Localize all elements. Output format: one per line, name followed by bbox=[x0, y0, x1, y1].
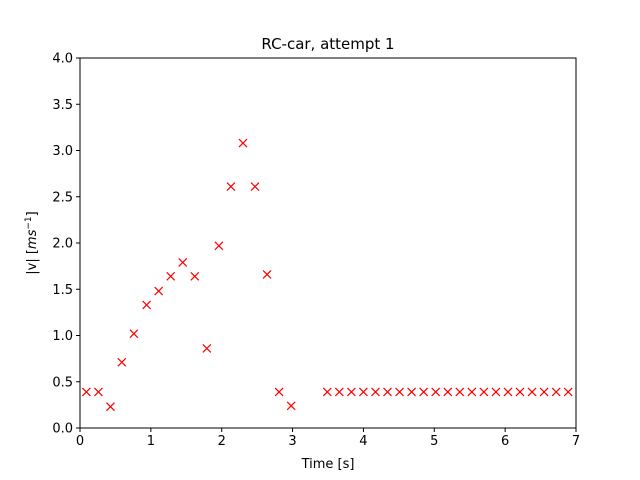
data-point bbox=[117, 357, 127, 367]
data-point bbox=[226, 182, 236, 191]
x-tick-label: 5 bbox=[430, 434, 438, 449]
data-point bbox=[539, 387, 549, 397]
data-point bbox=[431, 387, 441, 397]
data-point bbox=[274, 387, 284, 397]
data-point bbox=[238, 138, 248, 148]
y-tick-label: 0.5 bbox=[52, 375, 73, 390]
y-axis-title: |v| [ms−1] bbox=[24, 211, 40, 274]
plot-frame bbox=[79, 57, 577, 429]
data-point bbox=[154, 286, 164, 296]
x-axis-ticks: 0 1 2 3 4 5 6 7 bbox=[76, 428, 580, 449]
data-point bbox=[371, 387, 380, 397]
data-point bbox=[93, 387, 103, 397]
data-markers bbox=[81, 138, 573, 412]
data-point bbox=[467, 387, 477, 397]
data-point bbox=[142, 300, 152, 310]
data-point bbox=[81, 387, 91, 397]
x-tick-label: 2 bbox=[218, 434, 226, 449]
y-tick-label: 3.0 bbox=[52, 144, 73, 159]
data-point bbox=[443, 387, 453, 397]
data-point bbox=[515, 387, 525, 397]
x-tick-label: 4 bbox=[359, 434, 367, 449]
x-tick-label: 1 bbox=[147, 434, 155, 449]
data-point bbox=[479, 387, 489, 397]
y-tick-label: 1.5 bbox=[52, 283, 73, 298]
data-point bbox=[419, 387, 429, 397]
data-point bbox=[286, 401, 296, 411]
y-tick-label: 3.5 bbox=[52, 98, 73, 113]
x-tick-label: 7 bbox=[572, 434, 580, 449]
y-tick-label: 4.0 bbox=[52, 52, 73, 67]
data-point bbox=[359, 387, 368, 397]
y-axis-ticks: 0.0 0.5 1.0 1.5 2.0 2.5 3.0 3.5 4.0 bbox=[52, 52, 80, 437]
y-tick-label: 0.0 bbox=[52, 422, 73, 437]
x-tick-label: 3 bbox=[288, 434, 296, 449]
data-point bbox=[527, 387, 537, 397]
data-point bbox=[455, 387, 465, 397]
data-point bbox=[214, 241, 224, 251]
data-point bbox=[190, 271, 200, 281]
y-tick-label: 1.0 bbox=[52, 329, 73, 344]
data-point bbox=[322, 387, 332, 397]
data-point bbox=[262, 270, 272, 279]
data-point bbox=[407, 387, 417, 397]
data-point bbox=[395, 387, 404, 397]
x-tick-label: 6 bbox=[501, 434, 509, 449]
data-point bbox=[346, 387, 356, 397]
chart-title: RC-car, attempt 1 bbox=[261, 35, 394, 53]
data-point bbox=[178, 258, 188, 267]
data-point bbox=[491, 387, 501, 397]
data-point bbox=[503, 387, 513, 397]
data-point bbox=[166, 271, 176, 281]
y-tick-label: 2.0 bbox=[52, 237, 73, 252]
data-point bbox=[334, 387, 344, 397]
data-point bbox=[106, 402, 115, 412]
data-point bbox=[383, 387, 392, 397]
data-point bbox=[563, 387, 573, 397]
y-tick-label: 2.5 bbox=[52, 190, 73, 205]
data-point bbox=[129, 329, 139, 339]
data-point bbox=[551, 387, 561, 397]
x-tick-label: 0 bbox=[76, 434, 84, 449]
x-axis-title: Time [s] bbox=[301, 457, 355, 472]
data-point bbox=[250, 182, 260, 191]
data-point bbox=[202, 344, 212, 353]
